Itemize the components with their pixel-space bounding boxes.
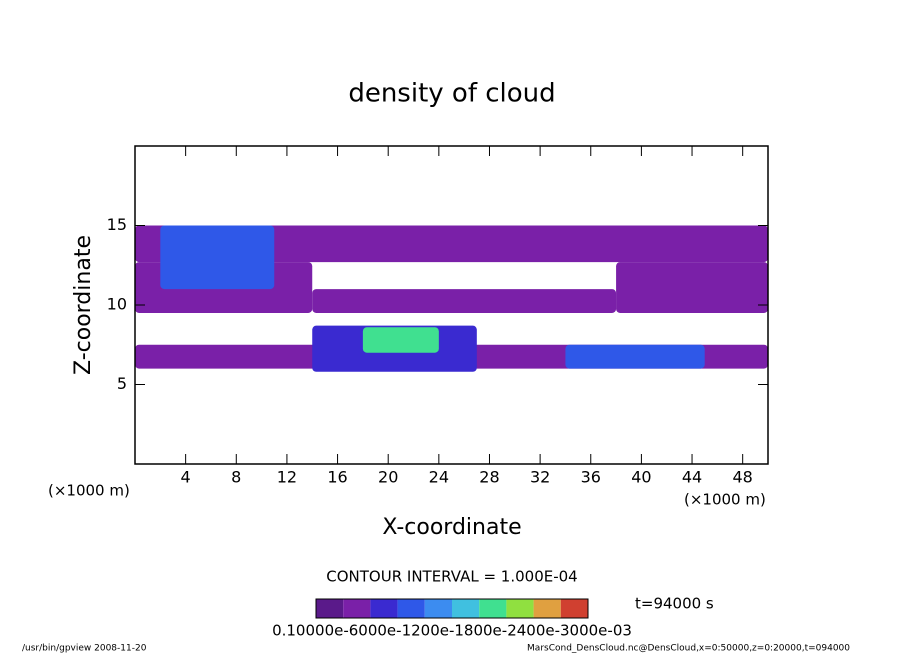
x-unit-left: (×1000 m) — [48, 482, 130, 500]
colorbar-cell — [479, 599, 507, 618]
y-tick-label: 5 — [117, 374, 127, 393]
x-tick-label: 16 — [327, 468, 347, 487]
time-label: t=94000 s — [635, 595, 714, 613]
x-axis-title: X-coordinate — [382, 515, 521, 540]
colorbar-cell — [370, 599, 398, 618]
x-tick-label: 8 — [231, 468, 241, 487]
cloud-region — [160, 225, 275, 290]
y-axis-title: Z-coordinate — [71, 235, 96, 375]
x-tick-label: 4 — [181, 468, 191, 487]
x-tick-label: 48 — [733, 468, 753, 487]
x-tick-label: 12 — [277, 468, 297, 487]
colorbar-cell — [560, 599, 588, 618]
x-unit-right: (×1000 m) — [684, 491, 766, 509]
colorbar-frame — [315, 598, 589, 619]
x-tick-label: 44 — [682, 468, 702, 487]
colorbar-cell — [343, 599, 371, 618]
footer-left: /usr/bin/gpview 2008-11-20 — [22, 644, 147, 654]
colorbar-cell — [316, 599, 344, 618]
y-tick-label: 15 — [107, 215, 127, 234]
x-tick-label: 24 — [429, 468, 449, 487]
colorbar-labels: 0.10000e-6000e-1200e-1800e-2400e-3000e-0… — [272, 622, 632, 640]
chart-title: density of cloud — [348, 79, 555, 109]
cloud-region — [565, 344, 705, 369]
x-tick-label: 40 — [631, 468, 651, 487]
colorbar-cell — [452, 599, 480, 618]
x-tick-label: 28 — [479, 468, 499, 487]
colorbar-cell — [533, 599, 561, 618]
x-tick-label: 32 — [530, 468, 550, 487]
footer-right: MarsCond_DensCloud.nc@DensCloud,x=0:5000… — [527, 644, 850, 654]
cloud-region — [135, 225, 768, 263]
contour-interval: CONTOUR INTERVAL = 1.000E-04 — [326, 568, 577, 586]
y-tick-label: 10 — [107, 295, 127, 314]
colorbar-cell — [397, 599, 425, 618]
cloud-region — [312, 289, 617, 313]
colorbar-cell — [424, 599, 452, 618]
x-tick-label: 20 — [378, 468, 398, 487]
x-tick-label: 36 — [581, 468, 601, 487]
cloud-region — [616, 262, 768, 313]
cloud-region — [362, 327, 439, 353]
colorbar-cell — [506, 599, 534, 618]
